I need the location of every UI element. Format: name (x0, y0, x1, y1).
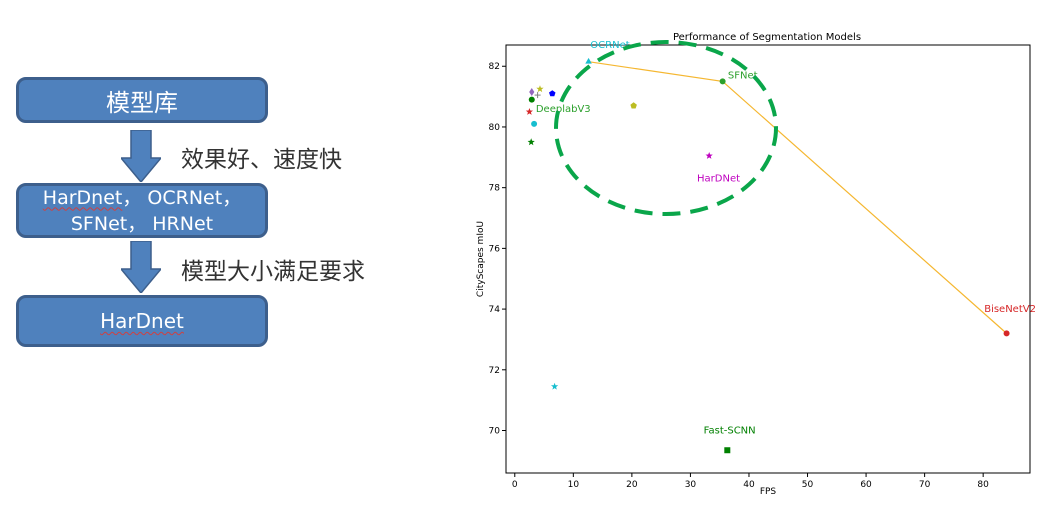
x-tick-label: 80 (977, 480, 989, 490)
model-library-label: 模型库 (106, 88, 178, 117)
x-axis-ticks: 0 10 20 30 40 50 60 70 80 (512, 473, 989, 490)
data-point (528, 96, 535, 103)
y-tick-label: 80 (489, 123, 501, 133)
chart-title: Performance of Segmentation Models (673, 32, 861, 43)
criteria-label-1: 效果好、速度快 (181, 147, 342, 173)
candidate-line-2: SFNet， HRNet (71, 211, 213, 237)
y-tick-label: 78 (489, 184, 501, 194)
y-tick-label: 76 (489, 244, 501, 254)
candidate-hrnet: HRNet (152, 212, 214, 235)
candidate-separator: ， (127, 212, 153, 235)
down-arrow-icon (121, 241, 161, 293)
y-axis-label: CityScapes mIoU (476, 221, 486, 297)
data-point (529, 88, 535, 97)
criteria-label-2: 模型大小满足要求 (181, 259, 365, 285)
down-arrow-icon (121, 130, 161, 182)
x-tick-label: 50 (802, 480, 814, 490)
model-annotation: SFNet (728, 70, 758, 81)
x-tick-label: 20 (626, 480, 638, 490)
data-point (719, 78, 726, 85)
x-axis-label: FPS (760, 487, 777, 497)
data-point (551, 382, 559, 390)
x-tick-label: 0 (512, 480, 518, 490)
model-annotation: Fast-SCNN (704, 426, 756, 437)
data-point (525, 108, 533, 115)
x-tick-label: 70 (919, 480, 931, 490)
data-point (630, 102, 637, 109)
data-point (549, 90, 556, 97)
final-model-box: HarDnet (16, 295, 268, 347)
candidate-models-box: HarDnet， OCRNet， SFNet， HRNet (16, 183, 268, 238)
x-tick-label: 40 (743, 480, 755, 490)
data-point (724, 447, 731, 454)
candidate-separator: ， (222, 186, 242, 209)
segmentation-performance-chart: Performance of Segmentation Models 0 10 20… (476, 32, 1036, 497)
y-tick-label: 72 (489, 366, 500, 376)
data-point (585, 57, 592, 64)
model-annotation: OCRNet (590, 40, 629, 51)
candidate-ocrnet: OCRNet (147, 186, 223, 209)
model-annotation: HarDNet (697, 174, 740, 185)
pareto-front-line (588, 61, 1007, 334)
y-axis-ticks: 70 72 74 76 78 80 82 (489, 62, 506, 437)
candidate-hardnet: HarDnet (42, 186, 123, 209)
data-point (1003, 330, 1010, 337)
data-point (531, 120, 538, 127)
highlight-ellipse (554, 40, 778, 216)
data-point (536, 85, 544, 93)
final-model-label: HarDnet (100, 309, 184, 333)
candidate-separator: ， (122, 186, 148, 209)
plot-frame (505, 44, 1031, 474)
model-annotations: OCRNet SFNet DeeplabV3 HarDNet BiseNetV2 Fast… (536, 40, 1036, 437)
y-tick-label: 74 (489, 305, 501, 315)
model-library-box: 模型库 (16, 77, 268, 123)
data-point (527, 138, 535, 146)
x-tick-label: 30 (685, 480, 697, 490)
data-points (525, 57, 1010, 454)
model-annotation: DeeplabV3 (536, 104, 591, 115)
data-point (534, 92, 541, 99)
data-point (705, 152, 713, 159)
y-tick-label: 70 (489, 427, 501, 437)
candidate-line-1: HarDnet， OCRNet， (43, 185, 241, 211)
y-tick-label: 82 (489, 62, 500, 72)
model-annotation: BiseNetV2 (984, 304, 1036, 315)
candidate-sfnet: SFNet (70, 212, 128, 235)
x-tick-label: 10 (568, 480, 580, 490)
x-tick-label: 60 (860, 480, 872, 490)
